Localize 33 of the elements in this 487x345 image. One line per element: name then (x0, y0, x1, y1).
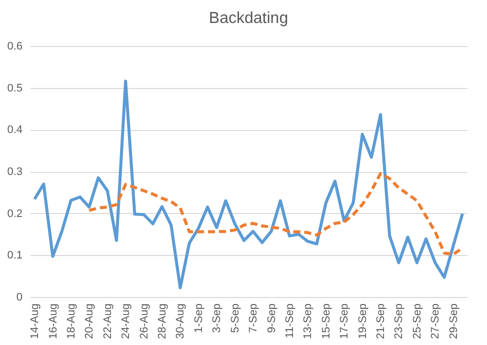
x-tick-label: 16-Aug (47, 304, 60, 339)
x-tick-label: 7-Sep (248, 304, 260, 333)
y-tick-label: 0 (16, 292, 22, 304)
line-series (33, 80, 464, 290)
x-tick-label: 9-Sep (266, 304, 278, 333)
x-tick-label: 27-Sep (430, 304, 442, 339)
x-tick-label: 20-Aug (84, 304, 96, 339)
x-tick-label: 18-Aug (65, 304, 78, 339)
x-tick-label: 17-Sep (338, 304, 351, 339)
x-tick-label: 30-Aug (174, 304, 187, 339)
x-tick-label: 15-Sep (320, 304, 332, 339)
y-tick-label: 0.6 (7, 40, 22, 52)
x-tick-label: 14-Aug (29, 304, 42, 339)
y-tick-label: 0.3 (7, 166, 22, 178)
x-tick-label: 25-Sep (411, 304, 424, 339)
x-tick-label: 13-Sep (302, 304, 314, 339)
x-tick-label: 29-Sep (448, 304, 460, 339)
y-tick-label: 0.5 (7, 82, 22, 94)
x-tick-label: 26-Aug (138, 304, 150, 339)
y-tick-label: 0.2 (7, 208, 22, 220)
x-tick-label: 11-Sep (284, 304, 296, 338)
x-tick-label: 1-Sep (192, 304, 205, 333)
x-tick-label: 3-Sep (211, 304, 224, 333)
x-tick-label: 23-Sep (393, 304, 406, 339)
x-tick-label: 5-Sep (229, 304, 242, 333)
y-tick-label: 0.1 (7, 250, 22, 262)
x-tick-label: 21-Sep (375, 304, 388, 339)
y-tick-label: 0.4 (7, 124, 22, 136)
x-tick-label: 28-Aug (156, 304, 169, 339)
x-tick-label: 24-Aug (120, 304, 132, 339)
chart-title: Backdating (208, 10, 288, 27)
x-tick-label: 19-Sep (356, 304, 369, 339)
x-tick-label: 22-Aug (102, 304, 114, 339)
